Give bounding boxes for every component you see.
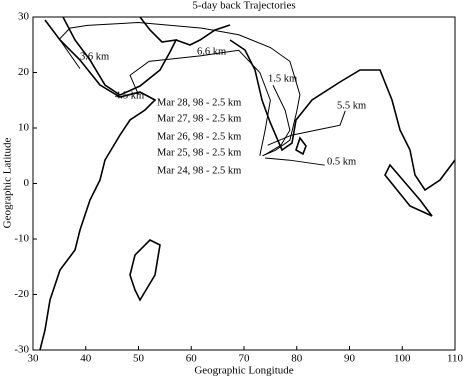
x-tick-label: 30 xyxy=(28,353,40,365)
x-axis-label: Geographic Longitude xyxy=(194,365,293,377)
arabia-coast xyxy=(62,16,178,96)
y-tick-label: 30 xyxy=(18,11,30,23)
x-tick-label: 50 xyxy=(133,353,145,365)
x-tick-label: 60 xyxy=(186,353,198,365)
x-tick-label: 70 xyxy=(239,353,251,365)
trajectory-label: 3.6 km xyxy=(80,51,109,62)
india-coast xyxy=(229,39,411,152)
trajectory-label: Mar 25, 98 - 2.5 km xyxy=(157,147,241,158)
x-tick-label: 40 xyxy=(80,353,92,365)
trajectory xyxy=(267,110,346,146)
y-tick-label: 0 xyxy=(24,177,30,189)
y-tick-label: 10 xyxy=(18,122,30,134)
x-tick-label: 110 xyxy=(447,353,463,365)
x-tick-label: 100 xyxy=(394,353,411,365)
trajectory-label: Mar 27, 98 - 2.5 km xyxy=(157,113,241,124)
sri-lanka xyxy=(295,136,307,156)
trajectory-label: Mar 24, 98 - 2.5 km xyxy=(157,165,241,176)
coastlines xyxy=(39,16,456,351)
trajectory-label: 0.5 km xyxy=(327,156,356,167)
trajectory-label: Mar 28, 98 - 2.5 km xyxy=(157,97,241,108)
y-axis-label: Geographic Latitude xyxy=(2,138,14,229)
trajectory xyxy=(264,85,291,156)
trajectory xyxy=(265,157,325,166)
gulf-coast xyxy=(175,24,231,46)
chart-title: 5-day back Trajectories xyxy=(192,0,295,12)
trajectory-label: 5.5 km xyxy=(337,100,366,111)
trajectory xyxy=(129,49,271,156)
malay-peninsula xyxy=(409,149,456,192)
x-tick-label: 90 xyxy=(344,353,356,365)
trajectory-label: 1.5 km xyxy=(268,73,297,84)
trajectory-label: Mar 26, 98 - 2.5 km xyxy=(157,131,241,142)
y-tick-label: -10 xyxy=(14,233,29,245)
africa-coast xyxy=(39,19,157,351)
madagascar xyxy=(129,239,161,302)
trajectory-label: 6.6 km xyxy=(197,46,226,57)
y-tick-label: -20 xyxy=(14,288,29,300)
y-tick-label: -30 xyxy=(14,344,29,356)
y-tick-label: 20 xyxy=(18,66,30,78)
x-tick-label: 80 xyxy=(291,353,303,365)
sumatra xyxy=(384,163,433,217)
trajectory-label: 4.5 km xyxy=(115,90,144,101)
